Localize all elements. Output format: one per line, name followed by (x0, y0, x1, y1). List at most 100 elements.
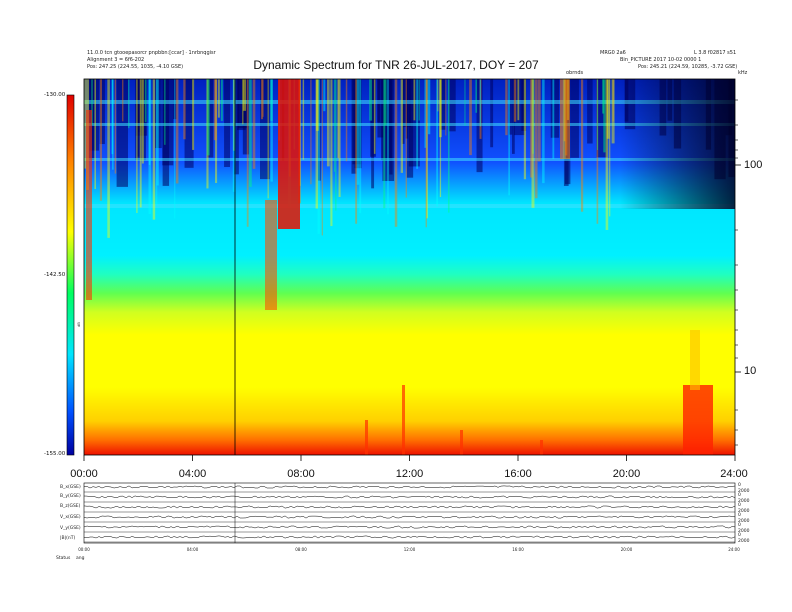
dark-band-patch (207, 79, 214, 158)
dark-band-patch (570, 79, 579, 158)
emission-streak (606, 79, 610, 139)
panel-right-tick: 0 (738, 533, 741, 538)
emission-streak (111, 79, 114, 170)
emission-streak (174, 79, 176, 219)
radio-burst (278, 79, 300, 229)
panel-right-tick: 0 (738, 503, 741, 508)
emission-streak (270, 79, 273, 121)
emission-streak (321, 79, 323, 236)
emission-streak (532, 79, 534, 154)
x-tick-label: 08:00 (287, 468, 315, 480)
emission-streak (464, 79, 466, 126)
panel-trace (83, 535, 736, 539)
dark-band-patch (99, 79, 105, 145)
emission-streak (479, 79, 482, 139)
emission-streak (243, 79, 247, 111)
low-frequency-spike (365, 420, 368, 455)
emission-streak (114, 79, 117, 174)
emission-streak (580, 79, 584, 212)
emission-streak (475, 79, 478, 113)
emission-streak (136, 79, 138, 213)
emission-streak (542, 79, 545, 184)
low-frequency-spike (690, 330, 700, 390)
panel-right-tick: 0 (738, 523, 741, 528)
emission-streak (508, 79, 510, 196)
emission-streak (267, 79, 269, 199)
panel-trace (83, 485, 736, 489)
emission-streak (427, 79, 431, 135)
dark-band-patch (596, 79, 608, 158)
emission-streak (141, 79, 144, 164)
emission-streak (535, 79, 538, 199)
emission-streak (513, 79, 517, 122)
dark-band-patch (408, 79, 420, 167)
emission-streak (175, 79, 179, 184)
emission-streak (148, 79, 152, 215)
emission-streak (400, 79, 403, 173)
emission-streak (84, 79, 87, 169)
emission-streak (356, 79, 360, 185)
emission-streak (384, 79, 387, 126)
emission-streak (426, 79, 428, 219)
panel-x-tick: 12:00 (403, 547, 416, 552)
emission-streak (479, 79, 482, 127)
panel-label: B_y(GSE) (60, 494, 81, 499)
chart-title: Dynamic Spectrum for TNR 26-JUL-2017, DO… (253, 58, 539, 72)
dark-band-patch (550, 79, 560, 138)
emission-streak (128, 79, 130, 129)
colorbar (66, 94, 75, 456)
emission-streak (164, 79, 166, 145)
panel-right-tick: 2000 (738, 539, 750, 544)
panel-trace (83, 525, 736, 529)
panel-label: V_y(GSE) (60, 526, 81, 531)
panel-right-tick: 2000 (738, 489, 750, 494)
panel-x-tick: 20:00 (620, 547, 633, 552)
emission-streak (246, 79, 249, 227)
emission-streak (242, 79, 244, 125)
interference-band (84, 123, 735, 126)
emission-streak (337, 79, 340, 159)
emission-streak (148, 79, 151, 165)
emission-streak (144, 79, 147, 123)
panel-label: B_x(GSE) (60, 485, 81, 490)
emission-streak (445, 79, 447, 136)
emission-streak (315, 79, 319, 131)
emission-streak (213, 79, 217, 141)
emission-streak (424, 79, 427, 148)
dark-band-patch (508, 79, 513, 135)
emission-streak (233, 79, 235, 151)
radio-burst (86, 110, 92, 300)
panel-right-tick: 2000 (738, 509, 750, 514)
dark-band-patch (137, 79, 141, 133)
panel-right-tick: 0 (738, 493, 741, 498)
x-axis-ticks (83, 455, 736, 461)
emission-streak (192, 79, 195, 150)
low-frequency-spike (683, 385, 713, 455)
emission-streak (387, 79, 389, 215)
emission-streak (517, 79, 520, 121)
emission-streak (333, 79, 336, 172)
emission-streak (355, 79, 358, 224)
panel-trace (83, 515, 736, 519)
y-tick-label: 10 (744, 365, 757, 377)
emission-streak (310, 79, 312, 185)
dark-band-patch (116, 79, 128, 187)
emission-streak (425, 79, 427, 228)
emission-streak (530, 79, 533, 178)
dark-band-patch (490, 79, 494, 148)
interference-band (84, 158, 735, 161)
header-right-line1: MRG0 2a6 (600, 50, 626, 56)
emission-streak (206, 79, 209, 189)
dark-band-patch (370, 79, 376, 157)
panel-right-tick: 0 (738, 483, 741, 488)
emission-streak (369, 79, 373, 121)
x-tick-label: 24:00 (720, 468, 748, 480)
emission-streak (232, 79, 236, 192)
emission-streak (359, 79, 362, 214)
radio-burst (265, 200, 277, 310)
emission-streak (531, 79, 535, 208)
dark-band-patch (405, 79, 409, 139)
emission-streak (99, 79, 102, 201)
emission-streak (596, 79, 598, 151)
panel-label: B_z(GSE) (60, 504, 81, 509)
